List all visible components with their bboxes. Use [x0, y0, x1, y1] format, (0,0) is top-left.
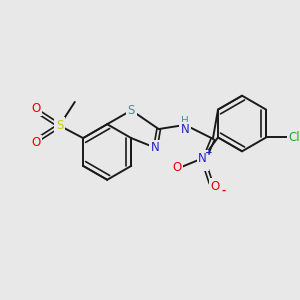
- Text: N: N: [198, 152, 207, 165]
- Text: S: S: [128, 104, 135, 117]
- Text: O: O: [31, 102, 40, 115]
- Text: +: +: [205, 148, 212, 157]
- Text: O: O: [199, 156, 208, 169]
- Text: Cl: Cl: [288, 131, 300, 144]
- Text: O: O: [172, 161, 182, 175]
- Text: -: -: [222, 186, 226, 196]
- Text: H: H: [181, 116, 189, 126]
- Text: N: N: [151, 141, 160, 154]
- Text: S: S: [56, 119, 63, 132]
- Text: N: N: [181, 123, 190, 136]
- Text: O: O: [31, 136, 40, 149]
- Text: O: O: [210, 180, 220, 193]
